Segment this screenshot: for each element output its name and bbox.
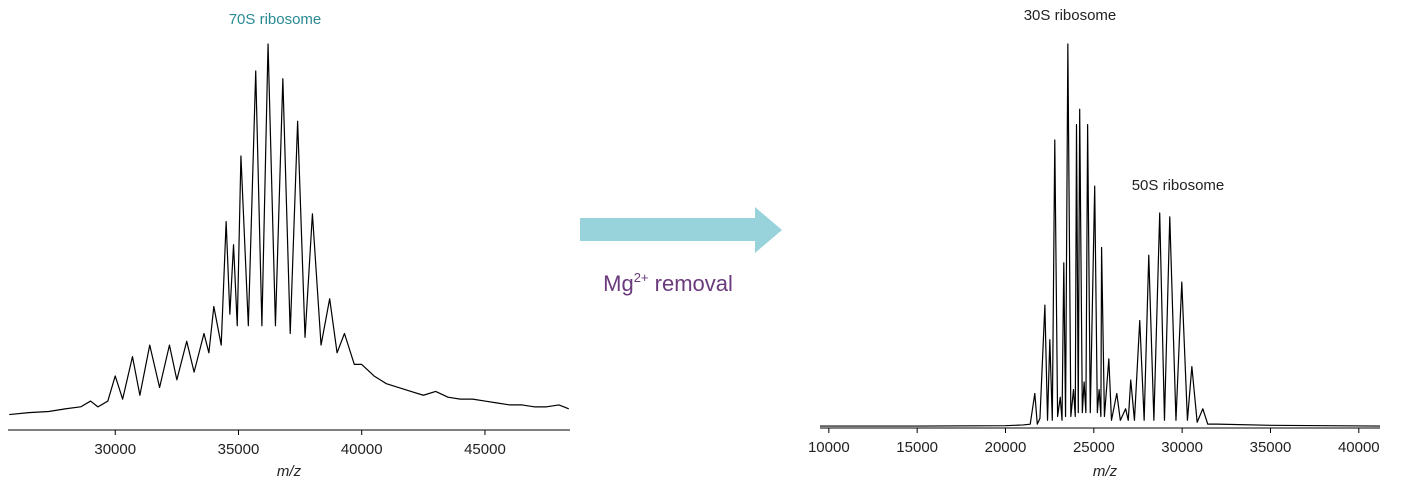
x-tick-label: 10000 bbox=[808, 439, 850, 456]
annotation: 50S ribosome bbox=[1132, 177, 1225, 194]
x-tick-label: 30000 bbox=[1161, 439, 1203, 456]
label-superscript: 2+ bbox=[634, 270, 649, 285]
spectrum-line bbox=[9, 43, 569, 416]
x-tick-label: 40000 bbox=[1338, 439, 1380, 456]
x-tick-label: 30000 bbox=[94, 441, 136, 458]
x-tick-label: 25000 bbox=[1073, 439, 1115, 456]
x-axis-label: m/z bbox=[277, 463, 302, 480]
arrow-label: Mg2+ removal bbox=[603, 270, 733, 296]
spectrum-line bbox=[820, 43, 1381, 427]
x-tick-label: 20000 bbox=[985, 439, 1027, 456]
x-tick-label: 35000 bbox=[218, 441, 260, 458]
annotation: 30S ribosome bbox=[1024, 7, 1117, 24]
x-axis-label: m/z bbox=[1093, 463, 1118, 480]
x-tick-label: 35000 bbox=[1250, 439, 1292, 456]
chart-title: 70S ribosome bbox=[229, 11, 322, 28]
label-text: removal bbox=[649, 271, 733, 296]
label-text: Mg bbox=[603, 271, 634, 296]
arrow bbox=[580, 207, 782, 253]
x-tick-label: 45000 bbox=[464, 441, 506, 458]
x-tick-label: 40000 bbox=[341, 441, 383, 458]
x-tick-label: 15000 bbox=[896, 439, 938, 456]
